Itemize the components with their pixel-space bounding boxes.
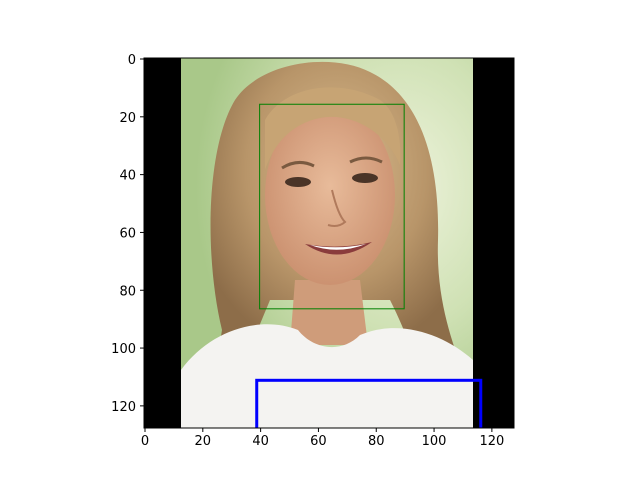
right-eye (352, 173, 378, 183)
y-tick-label: 0 (128, 53, 136, 68)
x-tick-label: 80 (368, 434, 385, 449)
axes-frame (143, 57, 515, 429)
axis-ticks: 0 20 40 60 80 100 120 0 20 40 60 80 100 120 (111, 53, 504, 449)
bounding-boxes (255, 103, 483, 428)
neck (290, 280, 368, 345)
right-brow (349, 156, 383, 164)
hair-front (265, 87, 401, 170)
y-tick-label: 80 (119, 284, 136, 299)
face (265, 105, 395, 285)
x-tick-label: 0 (141, 434, 149, 449)
x-tick-label: 40 (252, 434, 269, 449)
nose (327, 189, 347, 227)
y-tick-label: 60 (119, 226, 136, 241)
left-brow (281, 161, 315, 170)
x-tick-label: 60 (310, 434, 327, 449)
lower-box (255, 378, 483, 428)
photo (144, 58, 514, 428)
y-tick-label: 40 (119, 169, 136, 184)
x-tick-label: 100 (422, 434, 447, 449)
shirt (181, 324, 473, 428)
y-tick-label: 20 (119, 111, 136, 126)
left-eye (285, 177, 311, 187)
x-tick-label: 20 (195, 434, 212, 449)
teeth (310, 244, 366, 250)
face-box (259, 103, 405, 310)
x-tick-label: 120 (479, 434, 504, 449)
y-tick-label: 100 (111, 342, 136, 357)
y-tick-label: 120 (111, 400, 136, 415)
